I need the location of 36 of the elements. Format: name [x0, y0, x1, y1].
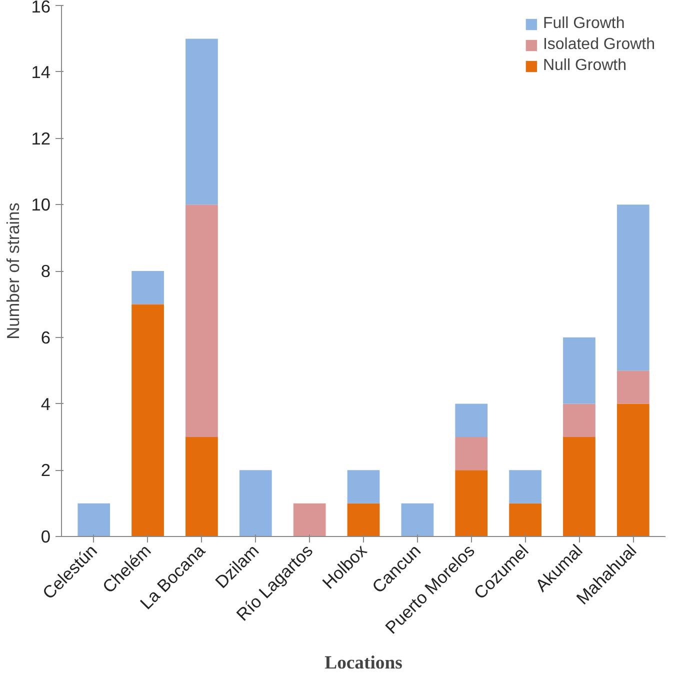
bar: [509, 503, 542, 536]
y-tick-label: 14: [31, 62, 51, 82]
bar: [186, 38, 218, 205]
y-tick-label: 16: [31, 0, 51, 16]
bar: [616, 370, 650, 404]
bar: [132, 271, 164, 304]
bar: [293, 503, 326, 536]
bar: [616, 404, 650, 536]
legend-label: Full Growth: [542, 15, 625, 33]
bar: [616, 204, 650, 371]
bar: [455, 436, 488, 470]
bar: [563, 337, 596, 404]
bar: [186, 204, 218, 437]
x-axis-title: Locations: [324, 652, 402, 674]
y-tick-label: 12: [31, 128, 51, 148]
bar: [78, 503, 110, 536]
y-tick-label: 10: [31, 194, 51, 215]
bar: [239, 470, 272, 536]
bar: [563, 436, 596, 536]
y-tick-label: 2: [40, 460, 51, 480]
legend-label: Null Growth: [542, 57, 627, 75]
bar: [132, 304, 164, 536]
bar: [455, 404, 488, 437]
bar: [455, 470, 488, 536]
y-axis-title: Number of strains: [3, 202, 24, 340]
bar: [347, 503, 380, 536]
y-tick-label: 0: [40, 526, 51, 546]
bar: [563, 404, 596, 437]
legend-label: Isolated Growth: [542, 36, 655, 54]
y-tick-label: 6: [40, 327, 51, 348]
y-tick-label: 8: [40, 261, 51, 281]
bar: [186, 436, 218, 536]
y-tick-label: 4: [40, 394, 51, 414]
bar: [347, 470, 380, 504]
bar: [509, 470, 542, 504]
bar: [401, 503, 434, 536]
